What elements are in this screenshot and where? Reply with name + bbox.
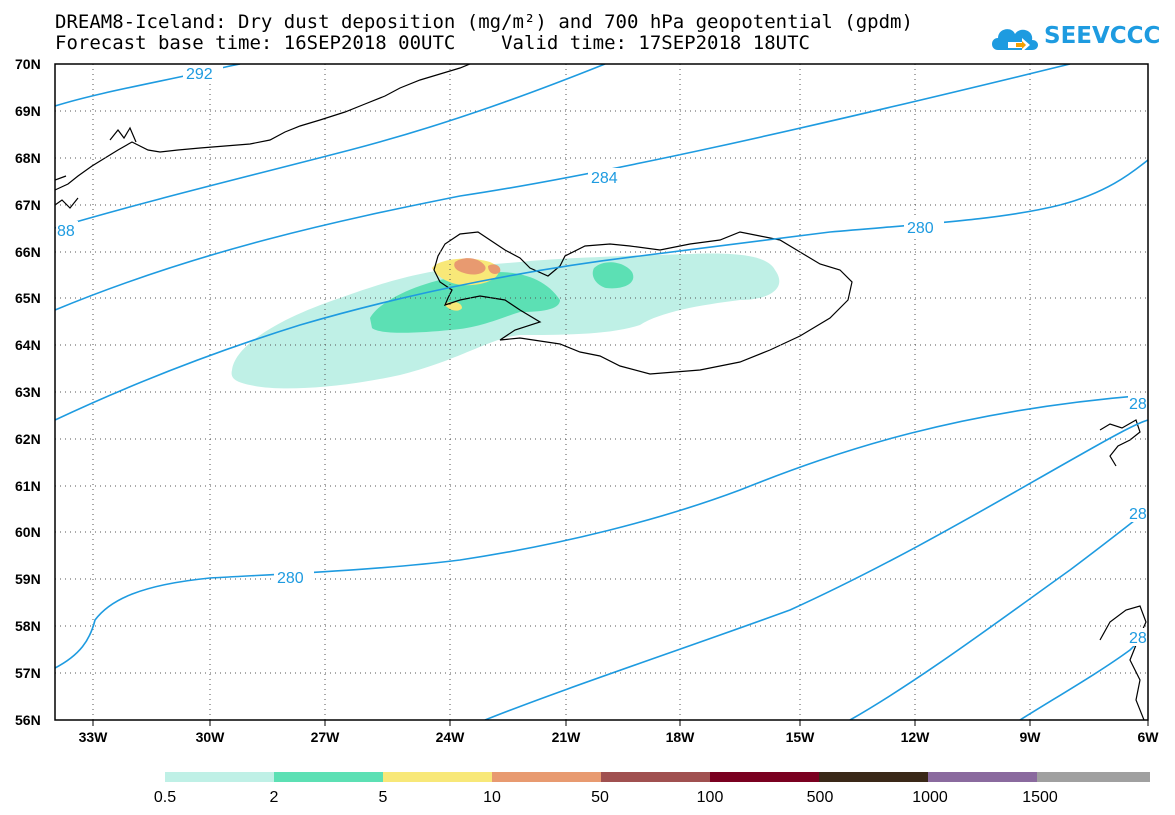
- legend-swatch-2: [383, 772, 493, 782]
- seevccc-logo: SEEVCCC: [988, 18, 1160, 58]
- lat-label-64n: 64N: [15, 337, 41, 353]
- iceland-coast: [433, 231, 853, 375]
- contour-label-284: 284: [591, 170, 618, 187]
- longitude-labels: 33W 30W 27W 24W 21W 18W 15W 12W 9W 6W: [79, 729, 1160, 745]
- lat-label-57n: 57N: [15, 665, 41, 681]
- cloud-arrow-icon: [992, 29, 1038, 52]
- lon-label-9w: 9W: [1020, 729, 1042, 745]
- lat-label-60n: 60N: [15, 524, 41, 540]
- lon-label-24w: 24W: [436, 729, 466, 745]
- legend-label-5: 100: [697, 789, 724, 806]
- legend-label-6: 500: [807, 789, 834, 806]
- legend-swatch-4: [601, 772, 711, 782]
- legend-swatch-8: [1037, 772, 1150, 782]
- geopotential-contours: [55, 64, 1148, 720]
- legend-swatch-1: [274, 772, 384, 782]
- lon-label-33w: 33W: [79, 729, 109, 745]
- contour-labels: 292 284 280 88 280 28 28 28: [56, 64, 1148, 647]
- tick-marks: [92, 720, 1149, 726]
- lon-label-15w: 15W: [786, 729, 816, 745]
- legend-label-3: 10: [483, 789, 501, 806]
- logo-text: SEEVCCC: [1044, 23, 1161, 49]
- greenland-coast: [55, 64, 471, 191]
- dust-level-2: [370, 271, 560, 333]
- dust-level-10-b: [488, 264, 501, 274]
- contour-label-292-edge: 28: [1129, 630, 1147, 647]
- dust-level-2-east: [592, 262, 634, 289]
- legend-swatch-0: [165, 772, 275, 782]
- contour-280-north: [55, 159, 1148, 421]
- contour-280-south: [55, 394, 1148, 669]
- legend-label-4: 50: [591, 789, 609, 806]
- legend-label-2: 5: [379, 789, 388, 806]
- legend-swatch-7: [928, 772, 1038, 782]
- lat-label-65n: 65N: [15, 290, 41, 306]
- lat-label-58n: 58N: [15, 618, 41, 634]
- lat-label-56n: 56N: [15, 712, 41, 728]
- legend-label-7: 1000: [912, 789, 948, 806]
- contour-label-288-edge: 88: [57, 223, 75, 240]
- contour-label-292: 292: [186, 66, 213, 83]
- greenland-fjords: [55, 126, 137, 209]
- lon-label-21w: 21W: [552, 729, 582, 745]
- legend-label-0: 0.5: [154, 789, 176, 806]
- legend-swatch-5: [710, 772, 820, 782]
- lon-label-12w: 12W: [901, 729, 931, 745]
- lon-label-27w: 27W: [311, 729, 341, 745]
- latitude-labels: 70N 69N 68N 67N 66N 65N 64N 63N 62N 61N …: [15, 56, 41, 728]
- lon-label-6w: 6W: [1138, 729, 1160, 745]
- lon-label-30w: 30W: [196, 729, 226, 745]
- contour-label-284-edge: 28: [1129, 396, 1147, 413]
- legend-label-8: 1500: [1022, 789, 1058, 806]
- lat-label-70n: 70N: [15, 56, 41, 72]
- legend-swatch-6: [819, 772, 929, 782]
- contour-288-south: [849, 509, 1148, 720]
- lat-label-61n: 61N: [15, 478, 41, 494]
- contour-288-upper: [55, 64, 606, 229]
- dust-level-0-5: [231, 253, 780, 389]
- lon-label-18w: 18W: [666, 729, 696, 745]
- map-frame: [54, 63, 1149, 721]
- contour-288: [55, 64, 1071, 311]
- legend: 0.5 2 5 10 50 100 500 1000 1500: [154, 772, 1150, 806]
- lat-label-69n: 69N: [15, 103, 41, 119]
- dust-deposition-field: [231, 253, 780, 389]
- lat-label-67n: 67N: [15, 197, 41, 213]
- lat-label-63n: 63N: [15, 384, 41, 400]
- lat-label-62n: 62N: [15, 431, 41, 447]
- contour-label-280-south: 280: [277, 570, 304, 587]
- legend-label-1: 2: [270, 789, 279, 806]
- lat-label-66n: 66N: [15, 244, 41, 260]
- dust-level-10: [454, 258, 486, 275]
- map-subtitle: Forecast base time: 16SEP2018 00UTC Vali…: [55, 32, 810, 54]
- lat-label-68n: 68N: [15, 150, 41, 166]
- faroe-shetland-coast: [1099, 419, 1141, 467]
- scotland-coast: [1099, 605, 1147, 720]
- contour-label-280-north: 280: [907, 220, 934, 237]
- map-title: DREAM8-Iceland: Dry dust deposition (mg/…: [55, 11, 913, 33]
- contour-284-south: [484, 419, 1148, 720]
- contour-label-288-edge-south: 28: [1129, 506, 1147, 523]
- legend-swatch-3: [492, 772, 602, 782]
- lat-label-59n: 59N: [15, 571, 41, 587]
- graticule: [55, 64, 1148, 720]
